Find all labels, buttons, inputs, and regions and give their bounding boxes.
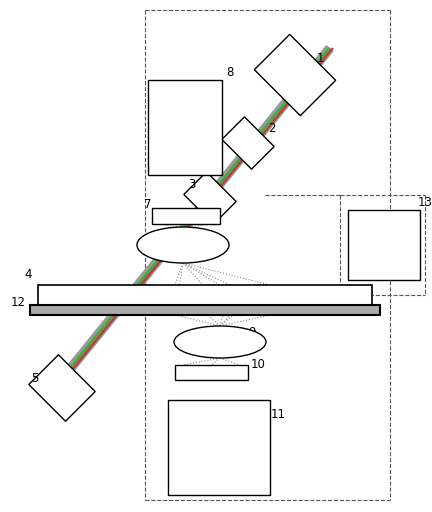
Text: 13: 13	[418, 196, 432, 208]
Text: 2: 2	[268, 121, 276, 135]
Text: 5: 5	[31, 372, 39, 385]
Text: 10: 10	[251, 358, 265, 372]
Bar	[30, 305, 380, 315]
Text: 9: 9	[248, 326, 256, 338]
Bar	[184, 172, 236, 224]
Text: 3: 3	[188, 179, 196, 191]
Bar	[38, 285, 372, 310]
Text: 7: 7	[144, 198, 152, 210]
Text: 8: 8	[226, 66, 234, 78]
Text: 12: 12	[10, 295, 25, 309]
Text: 11: 11	[270, 409, 286, 421]
Text: 6: 6	[151, 233, 159, 246]
Bar	[254, 34, 336, 116]
Bar	[168, 400, 270, 495]
Text: 4: 4	[24, 268, 32, 282]
Ellipse shape	[174, 326, 266, 358]
Ellipse shape	[137, 227, 229, 263]
Bar	[175, 365, 248, 380]
Text: 1: 1	[316, 52, 324, 65]
Bar	[340, 195, 425, 295]
Bar	[348, 210, 420, 280]
Bar	[152, 208, 220, 224]
Bar	[148, 80, 222, 175]
Bar	[222, 117, 274, 169]
Bar	[29, 355, 95, 421]
